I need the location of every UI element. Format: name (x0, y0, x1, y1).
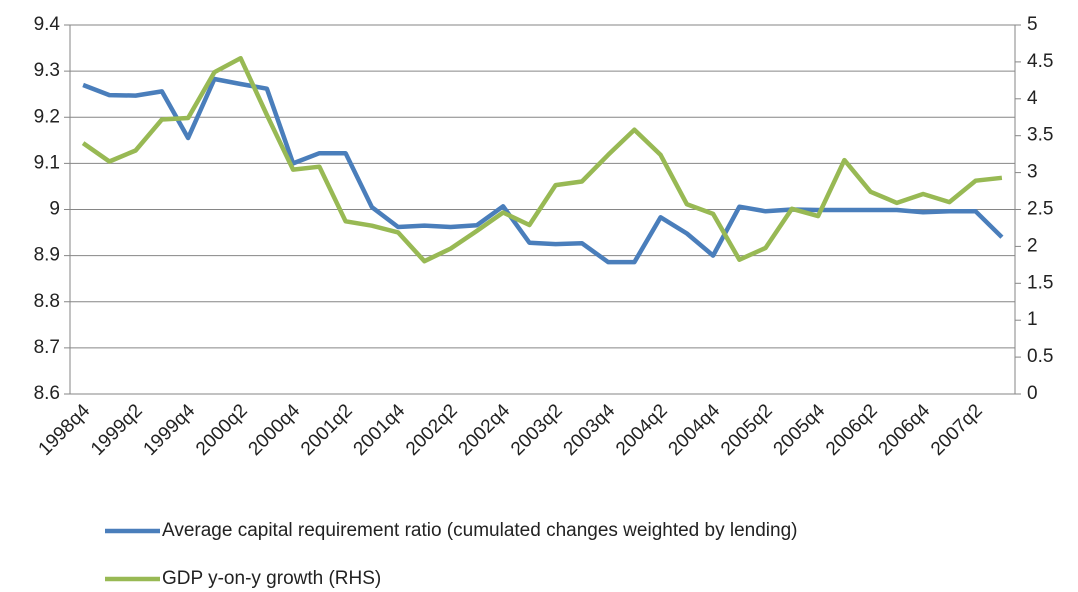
y-tick-label: 9.1 (34, 152, 60, 173)
x-tick-label: 2003q4 (560, 400, 620, 460)
x-tick-label: 2001q2 (297, 400, 357, 460)
y2-tick-label: 1.5 (1027, 272, 1053, 293)
x-tick-label: 2002q4 (455, 400, 515, 460)
y-tick-label: 8.7 (34, 337, 60, 358)
x-tick-label: 2004q4 (665, 400, 725, 460)
y2-tick-label: 3 (1027, 162, 1038, 183)
y2-tick-label: 2 (1027, 235, 1038, 256)
series-line (82, 76, 1004, 265)
y2-tick-label: 2.5 (1027, 199, 1053, 220)
y2-tick-label: 4 (1027, 88, 1038, 109)
y-tick-label: 8.8 (34, 291, 60, 312)
y2-tick-label: 1 (1027, 309, 1038, 330)
x-tick-label: 2003q2 (507, 400, 567, 460)
series-line (81, 55, 1003, 264)
x-tick-label: 2002q2 (402, 400, 462, 460)
y-tick-label: 9.4 (34, 14, 61, 35)
y2-tick-label: 0 (1027, 383, 1038, 404)
x-tick-label: 2000q2 (192, 400, 252, 460)
x-tick-label: 1999q4 (140, 400, 200, 460)
y-tick-label: 9.3 (34, 60, 60, 81)
x-tick-label: 2007q2 (927, 400, 987, 460)
x-tick-label: 2000q4 (245, 400, 305, 460)
y-tick-label: 9.2 (34, 106, 60, 127)
y-tick-label: 8.6 (34, 383, 60, 404)
y-tick-label: 9 (49, 199, 60, 220)
y2-tick-label: 3.5 (1027, 125, 1053, 146)
y2-tick-label: 5 (1027, 14, 1038, 35)
x-tick-label: 2001q4 (350, 400, 410, 460)
x-tick-label: 1999q2 (87, 400, 147, 460)
legend-label: GDP y-on-y growth (RHS) (162, 568, 381, 589)
x-tick-label: 2006q4 (875, 400, 935, 460)
x-tick-label: 2004q2 (612, 400, 672, 460)
y-tick-label: 8.9 (34, 245, 60, 266)
x-tick-label: 2005q2 (717, 400, 777, 460)
legend-label: Average capital requirement ratio (cumul… (162, 520, 797, 541)
x-tick-label: 1998q4 (35, 400, 95, 460)
y2-tick-label: 4.5 (1027, 51, 1053, 72)
x-tick-label: 2006q2 (822, 400, 882, 460)
x-tick-label: 2005q4 (770, 400, 830, 460)
y2-tick-label: 0.5 (1027, 346, 1053, 367)
